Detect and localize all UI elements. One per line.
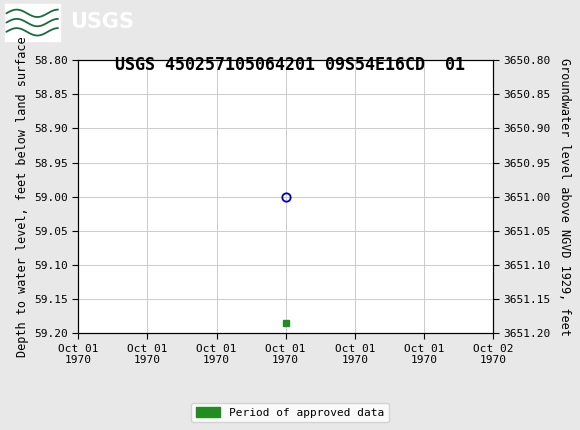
- Y-axis label: Depth to water level, feet below land surface: Depth to water level, feet below land su…: [16, 37, 28, 357]
- Text: USGS 450257105064201 09S54E16CD  01: USGS 450257105064201 09S54E16CD 01: [115, 56, 465, 74]
- Y-axis label: Groundwater level above NGVD 1929, feet: Groundwater level above NGVD 1929, feet: [557, 58, 571, 336]
- Text: USGS: USGS: [70, 12, 134, 32]
- Legend: Period of approved data: Period of approved data: [191, 403, 389, 422]
- Bar: [5, 4, 60, 41]
